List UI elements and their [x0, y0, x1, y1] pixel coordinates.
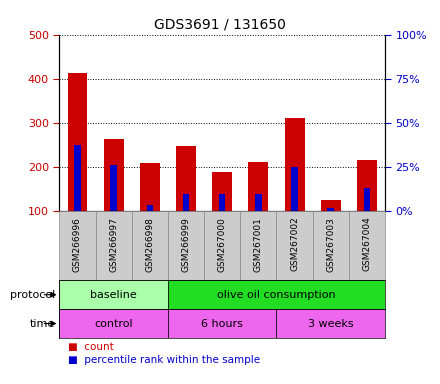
Bar	[249, 162, 268, 211]
Text: ■  percentile rank within the sample: ■ percentile rank within the sample	[68, 355, 260, 365]
Text: 3 weeks: 3 weeks	[308, 318, 354, 329]
Text: GDS3691 / 131650: GDS3691 / 131650	[154, 17, 286, 31]
Text: olive oil consumption: olive oil consumption	[217, 290, 336, 300]
Text: baseline: baseline	[90, 290, 137, 300]
Bar	[95, 211, 132, 280]
Bar	[110, 165, 117, 211]
Bar	[363, 188, 370, 211]
Bar	[204, 211, 240, 280]
Text: protocol: protocol	[10, 290, 55, 300]
Bar	[357, 161, 377, 211]
Text: GSM267004: GSM267004	[363, 217, 371, 271]
Bar	[59, 309, 168, 338]
Bar	[349, 211, 385, 280]
Text: ■  count: ■ count	[68, 342, 114, 352]
Text: GSM267003: GSM267003	[326, 217, 335, 271]
Text: 6 hours: 6 hours	[201, 318, 243, 329]
Bar	[147, 205, 153, 211]
Text: GSM266999: GSM266999	[182, 217, 191, 271]
Text: GSM267001: GSM267001	[254, 217, 263, 271]
Text: time: time	[30, 318, 55, 329]
Bar	[132, 211, 168, 280]
Bar	[240, 211, 276, 280]
Bar	[321, 200, 341, 211]
Bar	[183, 194, 189, 211]
Text: GSM267002: GSM267002	[290, 217, 299, 271]
Text: GSM266996: GSM266996	[73, 217, 82, 271]
Bar	[327, 208, 334, 211]
Bar	[140, 163, 160, 211]
Bar	[168, 309, 276, 338]
Bar	[176, 146, 196, 211]
Bar	[168, 211, 204, 280]
Bar	[276, 211, 313, 280]
Bar	[219, 194, 225, 211]
Bar	[59, 211, 95, 280]
Text: GSM266997: GSM266997	[109, 217, 118, 271]
Text: control: control	[94, 318, 133, 329]
Bar	[291, 167, 298, 211]
Bar	[74, 145, 81, 211]
Bar	[255, 194, 262, 211]
Bar	[313, 211, 349, 280]
Bar	[212, 172, 232, 211]
Bar	[68, 73, 88, 211]
Bar	[59, 280, 168, 309]
Bar	[285, 119, 304, 211]
Bar	[276, 309, 385, 338]
Text: GSM266998: GSM266998	[145, 217, 154, 271]
Text: GSM267000: GSM267000	[218, 217, 227, 271]
Bar	[104, 139, 124, 211]
Bar	[168, 280, 385, 309]
